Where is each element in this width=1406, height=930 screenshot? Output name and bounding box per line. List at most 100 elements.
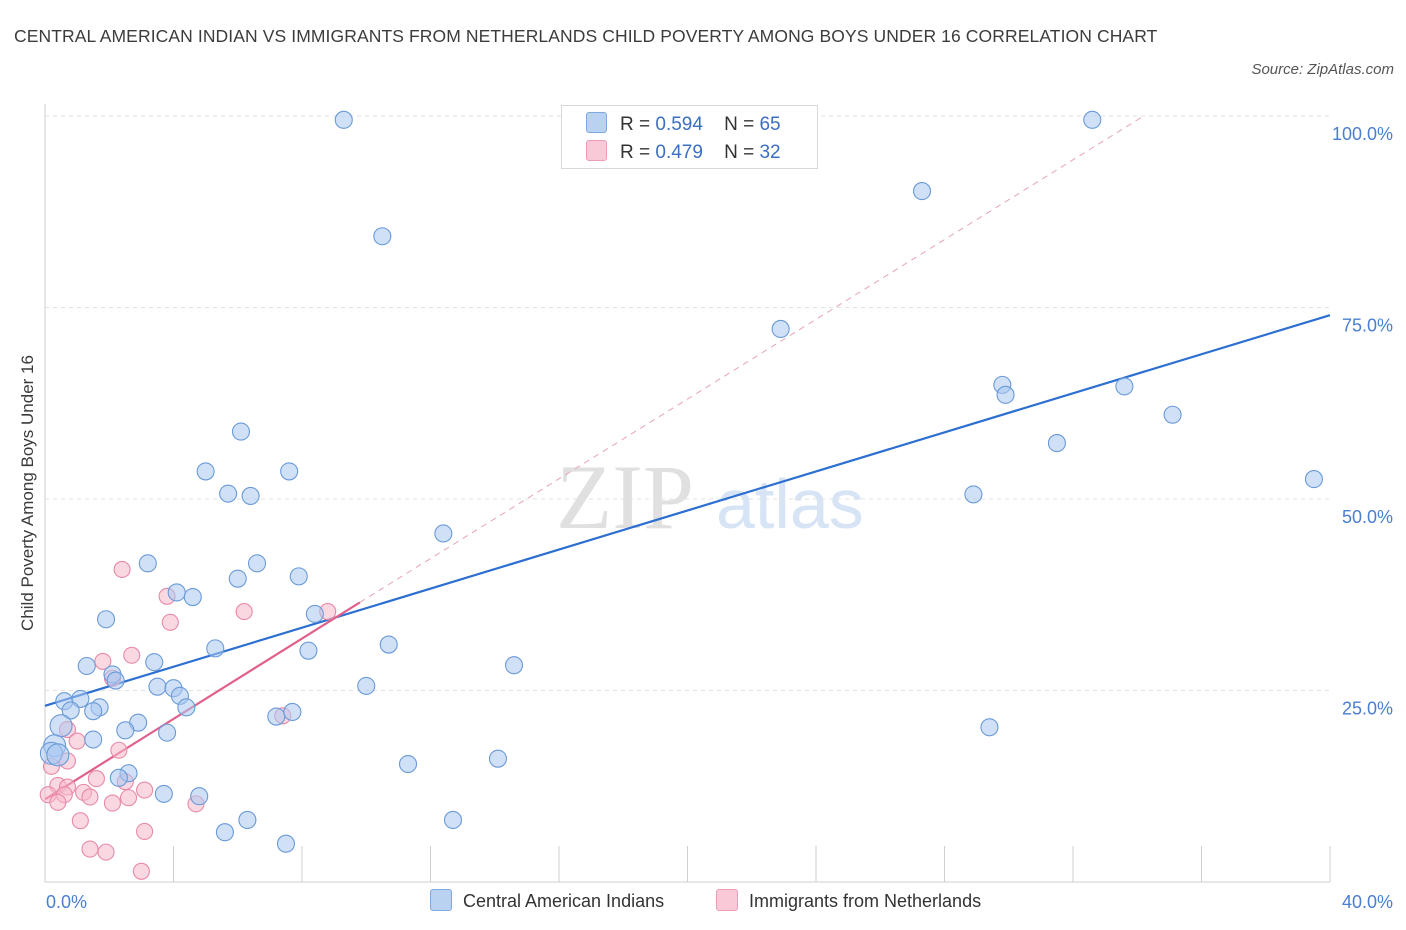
point-central-american-indians [276, 834, 295, 853]
tick-labels: 25.0% 50.0% 75.0% 100.0% 0.0% 40.0% [46, 124, 1393, 912]
point-central-american-indians [283, 702, 302, 721]
point-central-american-indians [148, 677, 167, 696]
legend-n-value-2: 32 [759, 142, 781, 163]
trendline-immigrants-from-netherlands [44, 601, 361, 801]
point-central-american-indians [206, 639, 225, 658]
point-central-american-indians [280, 462, 299, 481]
point-immigrants-from-netherlands [68, 732, 86, 750]
bottom-legend-immigrants-from-netherlands: Immigrants from Netherlands [716, 889, 981, 912]
point-central-american-indians [1047, 434, 1066, 453]
point-central-american-indians [238, 810, 257, 830]
point-immigrants-from-netherlands [71, 812, 89, 830]
watermark-zip: ZIP [556, 446, 694, 548]
y-tick-label: 75.0% [1342, 316, 1393, 336]
legend-r-value-2: 0.479 [655, 142, 703, 163]
point-central-american-indians [116, 721, 135, 740]
point-immigrants-from-netherlands [119, 789, 138, 807]
legend: R = 0.594 N = 65 R = 0.479 N = 32 [561, 105, 818, 169]
series-central-american-indians [39, 110, 1323, 853]
point-immigrants-from-netherlands [110, 741, 128, 759]
watermark: ZIP atlas [556, 446, 864, 548]
point-central-american-indians [196, 462, 215, 481]
point-central-american-indians [183, 587, 202, 607]
legend-swatch-pink [586, 140, 607, 161]
point-central-american-indians [138, 554, 157, 573]
bottom-legend-label-1: Central American Indians [463, 891, 665, 911]
point-immigrants-from-netherlands [81, 788, 99, 806]
point-immigrants-from-netherlands [113, 560, 131, 579]
point-central-american-indians [84, 702, 103, 721]
point-immigrants-from-netherlands [97, 843, 115, 861]
point-central-american-indians [771, 319, 790, 338]
point-central-american-indians [61, 701, 80, 720]
point-central-american-indians [77, 656, 96, 676]
point-central-american-indians [964, 485, 983, 504]
legend-n-value-1: 65 [759, 114, 781, 135]
y-tick-label: 100.0% [1332, 124, 1393, 144]
legend-n-label: N = [724, 114, 755, 135]
point-immigrants-from-netherlands [136, 781, 154, 799]
x-tick-label-max: 40.0% [1342, 892, 1393, 912]
point-central-american-indians [434, 524, 453, 543]
legend-r-value-1: 0.594 [655, 114, 703, 135]
point-central-american-indians [231, 422, 251, 441]
point-immigrants-from-netherlands [49, 793, 67, 811]
point-central-american-indians [373, 227, 392, 246]
point-immigrants-from-netherlands [87, 770, 105, 788]
point-central-american-indians [158, 723, 177, 742]
point-immigrants-from-netherlands [235, 603, 253, 621]
point-central-american-indians [299, 641, 318, 660]
point-central-american-indians [228, 569, 247, 588]
chart-title: CENTRAL AMERICAN INDIAN VS IMMIGRANTS FR… [14, 26, 1158, 46]
point-central-american-indians [247, 554, 267, 573]
point-central-american-indians [109, 768, 128, 787]
point-central-american-indians [241, 486, 260, 505]
point-central-american-indians [46, 743, 70, 767]
point-central-american-indians [96, 610, 116, 629]
point-central-american-indians [305, 604, 324, 623]
watermark-atlas: atlas [716, 465, 864, 543]
point-central-american-indians [145, 653, 164, 672]
y-tick-label: 50.0% [1342, 507, 1393, 527]
point-central-american-indians [177, 698, 196, 717]
legend-n-label: N = [724, 142, 755, 163]
point-central-american-indians [154, 784, 173, 803]
point-immigrants-from-netherlands [103, 794, 122, 812]
legend-swatch-blue [586, 112, 607, 133]
point-central-american-indians [504, 656, 524, 675]
point-central-american-indians [334, 110, 353, 129]
point-central-american-indians [996, 385, 1015, 404]
point-central-american-indians [443, 810, 463, 830]
bottom-legend-swatch-pink [716, 889, 738, 911]
source-label: Source: ZipAtlas.com [1251, 61, 1394, 78]
point-central-american-indians [1115, 377, 1134, 396]
point-central-american-indians [912, 182, 932, 201]
legend-row-central-american-indians: R = 0.594 N = 65 [586, 112, 781, 136]
trendlines [44, 115, 1331, 801]
legend-r-label: R = [620, 114, 651, 135]
y-tick-label: 25.0% [1342, 699, 1393, 719]
point-central-american-indians [379, 635, 398, 654]
point-immigrants-from-netherlands [132, 862, 150, 880]
point-central-american-indians [167, 583, 186, 602]
point-central-american-indians [289, 567, 308, 586]
point-central-american-indians [106, 671, 125, 690]
legend-r-label: R = [620, 142, 651, 163]
point-central-american-indians [267, 707, 286, 726]
point-central-american-indians [1083, 110, 1102, 129]
trendline-central-american-indians [44, 314, 1331, 707]
point-central-american-indians [190, 787, 209, 806]
point-central-american-indians [215, 823, 234, 842]
point-immigrants-from-netherlands [81, 840, 99, 858]
point-immigrants-from-netherlands [136, 822, 154, 840]
point-immigrants-from-netherlands [94, 652, 112, 670]
grid [45, 115, 1330, 691]
x-tick-label-min: 0.0% [46, 892, 87, 912]
point-central-american-indians [1163, 405, 1182, 424]
point-central-american-indians [219, 484, 238, 503]
point-central-american-indians [84, 730, 103, 749]
point-central-american-indians [398, 754, 418, 774]
point-central-american-indians [357, 676, 376, 695]
bottom-legend-label-2: Immigrants from Netherlands [749, 891, 982, 911]
